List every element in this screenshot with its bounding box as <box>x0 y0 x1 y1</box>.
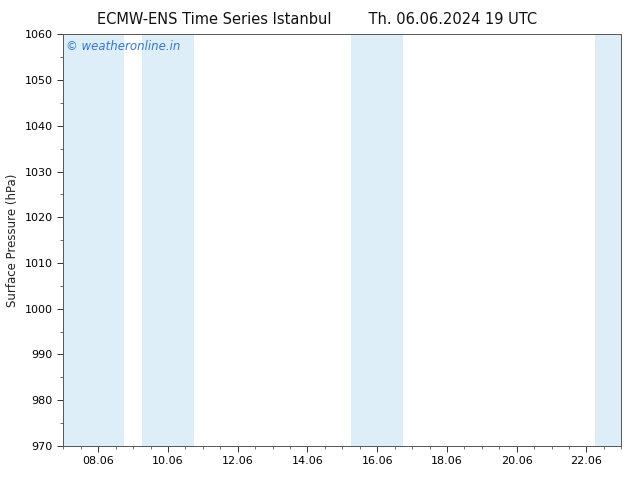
Bar <box>595 34 621 446</box>
Bar <box>351 34 377 446</box>
Text: ECMW-ENS Time Series Istanbul        Th. 06.06.2024 19 UTC: ECMW-ENS Time Series Istanbul Th. 06.06.… <box>97 12 537 27</box>
Text: © weatheronline.in: © weatheronline.in <box>66 41 181 53</box>
Bar <box>377 34 403 446</box>
Y-axis label: Surface Pressure (hPa): Surface Pressure (hPa) <box>6 173 19 307</box>
Bar <box>63 34 124 446</box>
Bar <box>142 34 194 446</box>
